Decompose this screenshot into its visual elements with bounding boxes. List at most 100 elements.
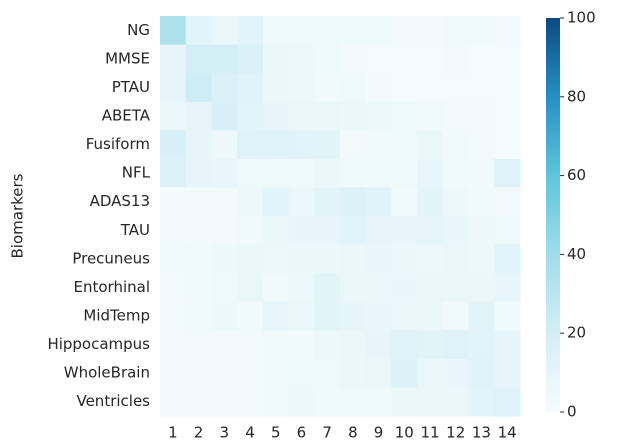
heatmap-cell [442,44,470,74]
heatmap-cell [468,44,495,74]
heatmap-cell [365,273,392,303]
heatmap-cell [160,387,187,417]
heatmap-cell [442,244,470,274]
heatmap-cell [442,301,470,331]
colorbar-tick-label: 0 [567,403,577,421]
heatmap-cell [391,44,418,74]
heatmap-cell [160,358,187,388]
heatmap-cell [494,16,521,46]
heatmap-cell [468,16,495,46]
heatmap-cell [365,330,392,360]
heatmap-cell [160,273,187,303]
heatmap-cell [340,44,367,74]
heatmap-cell [211,101,238,131]
heatmap-cell [237,16,264,46]
heatmap-cell [288,158,315,188]
heatmap-cell [288,244,315,274]
y-tick-label: Fusiform [86,135,150,153]
x-tick-label: 8 [348,424,358,442]
heatmap-cell [314,101,341,131]
heatmap-cell [468,273,495,303]
heatmap-cell [494,130,521,160]
heatmap-cell [468,301,495,331]
heatmap-cell [160,244,187,274]
heatmap-cell [262,216,290,246]
heatmap-cell [288,187,315,217]
heatmap-cell [237,44,264,74]
heatmap-cell [391,187,418,217]
heatmap-cell [237,101,264,131]
heatmap-cell [391,130,418,160]
heatmap-cell [468,130,495,160]
heatmap-cell [185,387,212,417]
heatmap-cell [391,244,418,274]
heatmap-cell [468,244,495,274]
heatmap-cell [185,273,212,303]
heatmap-cell [340,158,367,188]
heatmap-cell [314,387,341,417]
heatmap-cell [211,73,238,103]
heatmap-cell [340,387,367,417]
heatmap-cell [211,16,238,46]
heatmap-cell [494,358,521,388]
heatmap-cell [237,273,264,303]
heatmap-cell [288,358,315,388]
heatmap-cell [314,216,341,246]
heatmap-cell [211,158,238,188]
heatmap-cell [417,73,444,103]
heatmap-cell [442,273,470,303]
heatmap-cell [185,73,212,103]
heatmap-cell [417,330,444,360]
heatmap-cell [340,301,367,331]
heatmap-cell [417,158,444,188]
y-axis-label: Biomarkers [9,173,27,258]
y-tick-label: TAU [120,221,150,239]
heatmap-cell [340,216,367,246]
heatmap-cell [391,358,418,388]
heatmap-cell [314,130,341,160]
heatmap-cell [494,244,521,274]
heatmap-cell [262,273,290,303]
heatmap-cell [211,273,238,303]
heatmap-cell [365,216,392,246]
heatmap-cell [417,16,444,46]
heatmap-cell [160,187,187,217]
heatmap-cell [262,187,290,217]
y-tick-label: MidTemp [83,307,150,325]
heatmap-cell [288,101,315,131]
x-tick-label: 2 [194,424,204,442]
heatmap-cell [468,358,495,388]
x-tick-label: 4 [245,424,255,442]
y-tick-label: Precuneus [72,249,150,267]
heatmap-cell [468,216,495,246]
y-tick-label: ADAS13 [90,192,150,210]
heatmap-cell [468,387,495,417]
heatmap-cell [391,158,418,188]
heatmap-cell [365,44,392,74]
heatmap-cell [211,216,238,246]
heatmap-cell [314,273,341,303]
heatmap-cell [262,330,290,360]
x-tick-label: 7 [322,424,332,442]
colorbar-tick-label: 60 [567,166,586,184]
heatmap-cell [494,44,521,74]
y-tick-label: PTAU [112,78,150,96]
heatmap-cell [468,187,495,217]
heatmap-cell [442,330,470,360]
heatmap-cell [391,330,418,360]
heatmap-cell [468,330,495,360]
heatmap-cell [442,387,470,417]
heatmap-cell [442,130,470,160]
y-tick-label: Hippocampus [47,335,150,353]
heatmap-cell [237,216,264,246]
heatmap-cell [365,73,392,103]
heatmap-cell [288,73,315,103]
heatmap-cell [185,358,212,388]
heatmap-cell [442,158,470,188]
heatmap-cell [185,158,212,188]
heatmap-cell [237,301,264,331]
heatmap-cell [391,73,418,103]
heatmap-cell [185,330,212,360]
heatmap-cell [185,301,212,331]
x-tick-label: 14 [498,424,517,442]
